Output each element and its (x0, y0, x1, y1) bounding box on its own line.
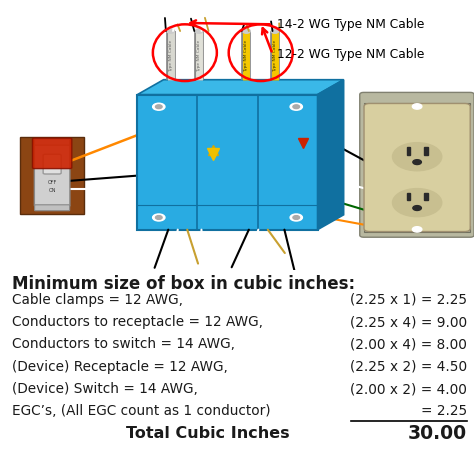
Text: 12-2 WG Type NM Cable: 12-2 WG Type NM Cable (277, 47, 425, 61)
Text: Type NM Cable: Type NM Cable (245, 39, 248, 72)
Circle shape (293, 105, 300, 109)
Text: Conductors to receptacle = 12 AWG,: Conductors to receptacle = 12 AWG, (12, 315, 263, 329)
Text: ON: ON (48, 188, 56, 193)
Circle shape (293, 216, 300, 219)
FancyBboxPatch shape (364, 103, 470, 231)
FancyBboxPatch shape (35, 145, 70, 207)
Circle shape (412, 104, 422, 109)
Text: (Device) Receptacle = 12 AWG,: (Device) Receptacle = 12 AWG, (12, 360, 228, 374)
Circle shape (243, 29, 250, 33)
Polygon shape (137, 80, 344, 95)
FancyBboxPatch shape (360, 92, 474, 237)
Text: (2.00 x 2) = 4.00: (2.00 x 2) = 4.00 (350, 382, 467, 396)
Text: EGC’s, (All EGC count as 1 conductor): EGC’s, (All EGC count as 1 conductor) (12, 404, 271, 419)
Text: (2.25 x 4) = 9.00: (2.25 x 4) = 9.00 (350, 315, 467, 329)
FancyBboxPatch shape (43, 154, 61, 174)
Bar (407, 193, 410, 201)
Text: 30.00: 30.00 (408, 424, 467, 443)
Text: (2.00 x 4) = 8.00: (2.00 x 4) = 8.00 (350, 337, 467, 352)
Text: (2.25 x 2) = 4.50: (2.25 x 2) = 4.50 (350, 360, 467, 374)
FancyBboxPatch shape (35, 139, 70, 145)
Text: = 2.25: = 2.25 (420, 404, 467, 419)
Text: Type NM Cable: Type NM Cable (197, 39, 201, 72)
Bar (424, 147, 428, 155)
Circle shape (195, 29, 203, 33)
Circle shape (392, 189, 442, 217)
Circle shape (153, 214, 165, 221)
Circle shape (271, 29, 279, 33)
FancyBboxPatch shape (32, 138, 72, 169)
Circle shape (392, 143, 442, 171)
Text: Minimum size of box in cubic inches:: Minimum size of box in cubic inches: (12, 275, 355, 293)
Circle shape (155, 105, 162, 109)
Text: Conductors to switch = 14 AWG,: Conductors to switch = 14 AWG, (12, 337, 235, 352)
Bar (424, 193, 428, 201)
Text: 14-2 WG Type NM Cable: 14-2 WG Type NM Cable (277, 18, 425, 31)
FancyBboxPatch shape (20, 137, 84, 214)
Text: Type NM Cable: Type NM Cable (169, 39, 173, 72)
Text: OFF: OFF (47, 180, 57, 185)
Bar (407, 147, 410, 155)
Circle shape (413, 160, 421, 164)
Circle shape (290, 214, 302, 221)
Bar (364, 227, 470, 232)
Circle shape (290, 103, 302, 110)
Polygon shape (137, 95, 318, 230)
Circle shape (167, 29, 174, 33)
Text: Cable clamps = 12 AWG,: Cable clamps = 12 AWG, (12, 293, 183, 307)
FancyBboxPatch shape (35, 205, 70, 211)
Text: (Device) Switch = 14 AWG,: (Device) Switch = 14 AWG, (12, 382, 198, 396)
Bar (364, 103, 470, 109)
Circle shape (153, 103, 165, 110)
Text: Type NM Cable: Type NM Cable (273, 39, 277, 72)
Text: (2.25 x 1) = 2.25: (2.25 x 1) = 2.25 (350, 293, 467, 307)
Circle shape (413, 206, 421, 210)
Text: Total Cubic Inches: Total Cubic Inches (126, 426, 289, 441)
Circle shape (155, 216, 162, 219)
Polygon shape (318, 80, 344, 230)
Circle shape (412, 227, 422, 232)
